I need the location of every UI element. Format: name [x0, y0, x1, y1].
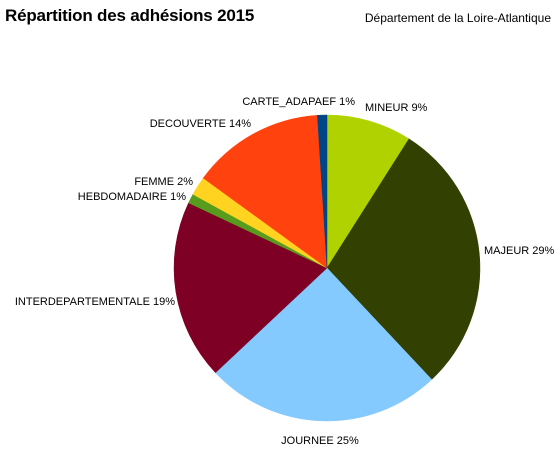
pie-labels: MINEUR 9% MAJEUR 29% JOURNEE 25% INTERDEPAR… [15, 96, 555, 447]
slice-label-majeur: MAJEUR 29% [484, 245, 555, 257]
pie-slice-carte-adapaef [317, 114, 328, 269]
slice-label-femme: FEMME 2% [134, 176, 193, 188]
chart-subtitle: Département de la Loire-Atlantique [364, 11, 551, 25]
slice-label-interdepartementale: INTERDEPARTEMENTALE 19% [15, 296, 175, 308]
pie-slices [173, 114, 481, 422]
pie-slice-decouverte [202, 115, 328, 269]
chart-title: Répartition des adhésions 2015 [5, 6, 255, 25]
slice-label-carte-adapaef: CARTE_ADAPAEF 1% [242, 96, 355, 108]
pie-slice-journee [215, 267, 433, 422]
slice-label-journee: JOURNEE 25% [281, 435, 359, 447]
pie-slice-majeur [326, 138, 481, 380]
slice-label-mineur: MINEUR 9% [365, 102, 428, 114]
slice-label-decouverte: DECOUVERTE 14% [150, 118, 251, 130]
slice-label-hebdomadaire: HEBDOMADAIRE 1% [78, 191, 186, 203]
pie-slice-interdepartementale [173, 202, 328, 374]
pie-slice-mineur [326, 114, 410, 269]
